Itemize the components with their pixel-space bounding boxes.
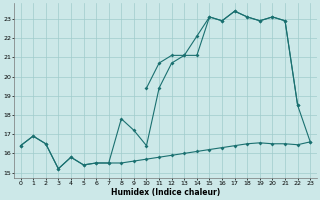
X-axis label: Humidex (Indice chaleur): Humidex (Indice chaleur) (111, 188, 220, 197)
